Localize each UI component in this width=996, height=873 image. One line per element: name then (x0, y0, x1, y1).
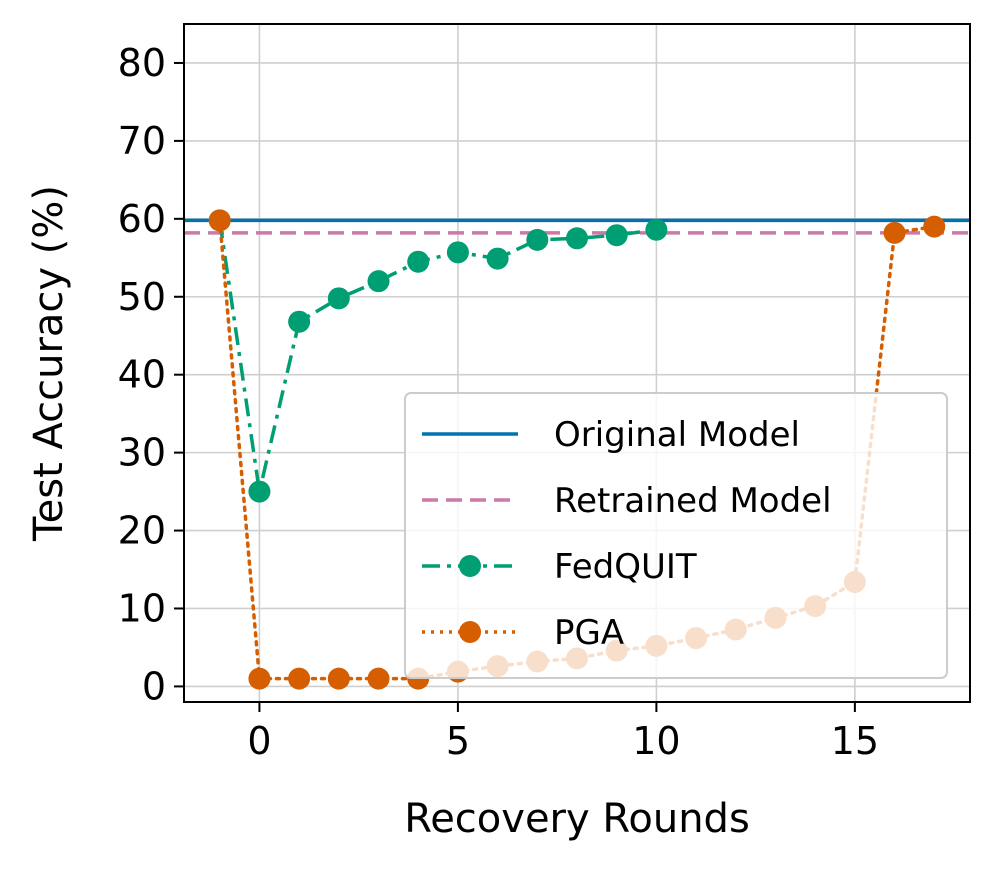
legend-item-retrained-model: Retrained Model (422, 481, 832, 521)
legend-label: Original Model (554, 415, 800, 455)
fedquit-line (217, 220, 657, 492)
x-axis-label: Recovery Rounds (404, 796, 750, 842)
x-tick-label: 15 (831, 719, 879, 763)
legend-item-original-model: Original Model (422, 415, 800, 455)
y-tick-label: 20 (118, 509, 166, 553)
series-fedquit (208, 209, 668, 503)
fedquit-point (367, 270, 390, 293)
y-axis-label: Test Accuracy (%) (26, 185, 72, 542)
plot-frame (183, 23, 971, 703)
legend-entries: Original Model Retrained Model FedQUIT PGA (422, 415, 832, 653)
fedquit-point (486, 247, 509, 270)
legend-label: FedQUIT (554, 547, 697, 587)
pga-point (288, 667, 311, 690)
pga-point (208, 209, 231, 232)
fedquit-point (248, 480, 271, 503)
legend: Original Model Retrained Model FedQUIT PGA (404, 392, 948, 679)
legend-marker (459, 555, 481, 577)
fedquit-point (327, 287, 350, 310)
x-tick-label: 5 (446, 719, 470, 763)
pga-point (248, 667, 271, 690)
pga-point (883, 221, 906, 244)
y-tick-label: 10 (118, 586, 166, 630)
fedquit-point (645, 218, 668, 241)
legend-item-pga: PGA (422, 613, 624, 653)
legend-item-fedquit: FedQUIT (422, 547, 697, 587)
legend-box (404, 392, 948, 679)
pga-point (923, 215, 946, 238)
y-tick-label: 50 (118, 275, 166, 319)
pga-point (367, 667, 390, 690)
y-tick-label: 70 (118, 119, 166, 163)
y-tick-label: 0 (142, 664, 166, 708)
pga-point (327, 667, 350, 690)
y-tick-label: 80 (118, 41, 166, 85)
y-tick-label: 30 (118, 431, 166, 475)
x-tick-label: 10 (632, 719, 680, 763)
legend-label: Retrained Model (554, 481, 832, 521)
fedquit-point (407, 250, 430, 273)
y-tick-label: 60 (118, 197, 166, 241)
fedquit-point (605, 224, 628, 247)
x-tick-label: 0 (247, 719, 271, 763)
legend-marker (459, 621, 481, 643)
legend-label: PGA (554, 613, 624, 653)
fedquit-point (526, 228, 549, 251)
ticks: 0 10 20 30 40 50 60 70 80 0 5 10 15 (118, 41, 879, 763)
fedquit-point (566, 227, 588, 250)
fedquit-point (288, 310, 311, 333)
fedquit-point (446, 241, 469, 264)
y-tick-label: 40 (118, 353, 166, 397)
